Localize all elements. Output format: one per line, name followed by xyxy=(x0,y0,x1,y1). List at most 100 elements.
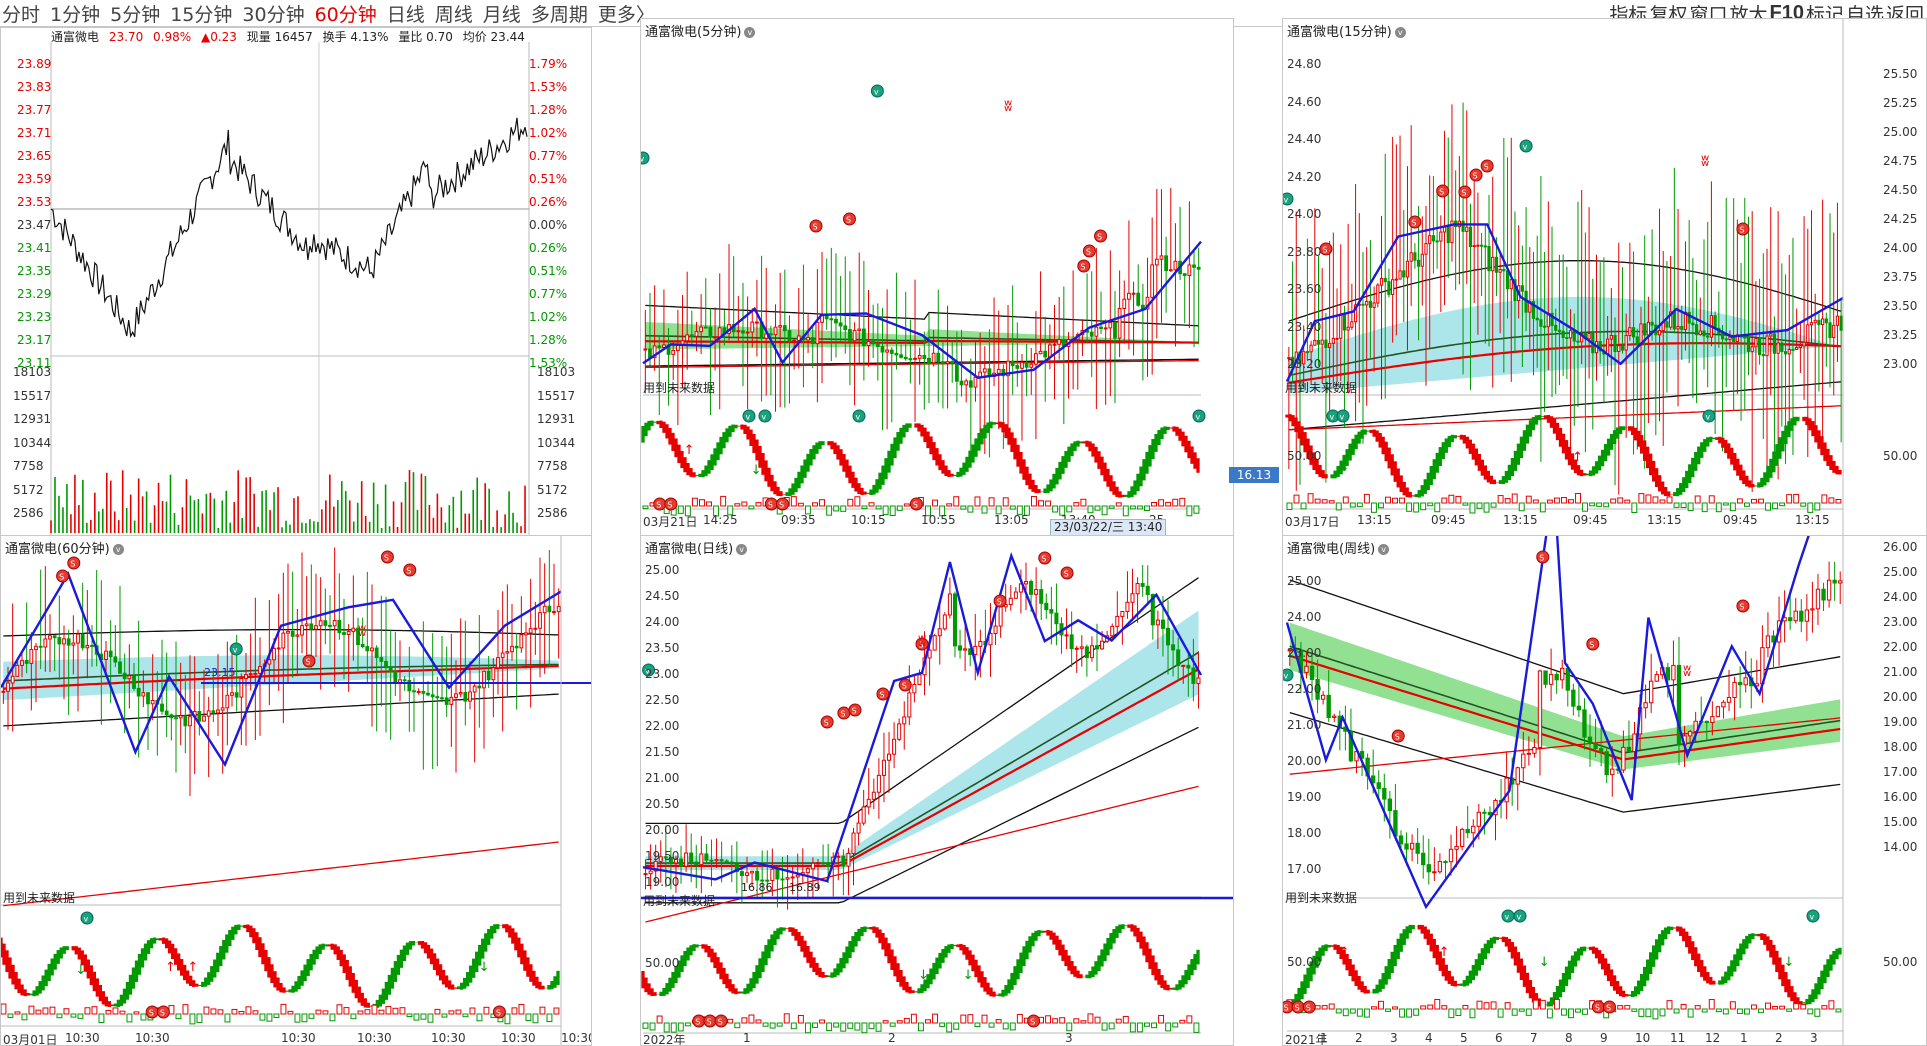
volume-signal-bar xyxy=(49,1006,56,1015)
volume-signal-bar xyxy=(231,1008,238,1015)
candle xyxy=(755,321,759,324)
low-price-label-2: 16.89 xyxy=(789,881,821,894)
volume-signal-bar xyxy=(1765,502,1772,511)
candle xyxy=(1181,664,1186,667)
candle xyxy=(1610,768,1615,776)
candle xyxy=(998,606,1003,627)
price-tick-right: 20.00 xyxy=(1883,690,1918,704)
red-signal-icon xyxy=(1536,550,1550,564)
chevron-down-icon[interactable]: v xyxy=(1394,27,1406,38)
candle xyxy=(684,852,689,867)
candle xyxy=(1680,325,1684,330)
candle xyxy=(668,857,673,864)
candle xyxy=(1835,315,1840,326)
period-tab[interactable]: 30分钟 xyxy=(242,3,305,26)
volume-signal-bar xyxy=(140,1013,147,1021)
volume-signal-bar xyxy=(1532,999,1539,1010)
candle xyxy=(267,659,272,665)
timeshare-panel[interactable]: 通富微电 23.70 0.98% ▲0.23 现量 16457 换手 4.13%… xyxy=(0,27,592,537)
volume-signal-bar xyxy=(1193,505,1200,514)
signal-glyph: S xyxy=(656,501,661,510)
candle xyxy=(739,871,744,876)
volume-signal-bar xyxy=(1448,1008,1455,1019)
period-tab[interactable]: 日线 xyxy=(386,3,425,26)
candle xyxy=(787,330,792,342)
volume-signal-bar xyxy=(953,1022,960,1030)
volume-signal-bar xyxy=(1814,1008,1821,1017)
chevron-down-icon[interactable]: v xyxy=(736,544,748,555)
volume-signal-bar xyxy=(1370,502,1377,513)
candle xyxy=(328,624,332,627)
period-tab[interactable]: 月线 xyxy=(482,3,521,26)
period-tab[interactable]: 分时 xyxy=(2,3,41,26)
volume-signal-bar xyxy=(98,1013,105,1024)
candle xyxy=(164,710,169,716)
red-signal-icon xyxy=(842,212,856,226)
period-tab[interactable]: 多周期 xyxy=(530,3,588,26)
period-tab[interactable]: 15分钟 xyxy=(170,3,233,26)
candle xyxy=(1405,260,1410,278)
volume-signal-bar xyxy=(1059,1017,1066,1024)
candle xyxy=(1454,846,1459,850)
percent-tick: 1.28% xyxy=(529,333,568,347)
candle xyxy=(765,879,770,882)
volume-signal-bar xyxy=(1715,502,1722,513)
volume-signal-bar xyxy=(469,1007,476,1015)
candle xyxy=(671,350,676,355)
candle xyxy=(1732,336,1736,343)
volume-signal-bar xyxy=(797,1014,804,1024)
candle xyxy=(719,859,724,862)
bottom-signal-icon xyxy=(714,1014,728,1028)
volume-signal-bar xyxy=(812,502,818,507)
candle xyxy=(496,657,500,669)
candle xyxy=(1313,339,1317,346)
volume-signal-bar xyxy=(804,505,811,515)
candle xyxy=(304,623,309,627)
candle xyxy=(958,645,963,651)
candle xyxy=(1550,312,1554,326)
candle xyxy=(1543,325,1547,328)
period-tab[interactable]: 60分钟 xyxy=(314,3,377,26)
period-tab[interactable]: 周线 xyxy=(434,3,473,26)
candle xyxy=(1006,360,1010,377)
candle xyxy=(1103,327,1108,330)
candle xyxy=(1125,601,1130,612)
period-tab[interactable]: 1分钟 xyxy=(50,3,101,26)
volume-signal-bar xyxy=(1052,1018,1059,1024)
volume-signal-bar xyxy=(1793,493,1800,504)
period-tab[interactable]: 5分钟 xyxy=(110,3,161,26)
candle xyxy=(704,853,709,861)
price-tick-right: 15.00 xyxy=(1883,815,1918,829)
chevron-down-icon[interactable]: v xyxy=(112,544,124,555)
candle xyxy=(1034,589,1039,595)
volume-signal-bar xyxy=(1553,497,1560,504)
candle xyxy=(1554,673,1559,681)
signal-glyph: S xyxy=(1080,263,1085,272)
signal-glyph: S xyxy=(59,573,64,582)
time-tick: 1 xyxy=(743,1031,751,1045)
time-tick: 2022年 xyxy=(643,1033,686,1046)
panel-title: 通富微电(5分钟) v xyxy=(645,21,756,40)
down-arrow-icon: ↓ xyxy=(1339,460,1350,475)
chevron-down-icon[interactable]: v xyxy=(1378,544,1390,555)
candle xyxy=(1631,327,1636,338)
candle xyxy=(1765,635,1771,649)
volume-signal-bar xyxy=(112,1007,119,1015)
down-arrow-icon: ↓ xyxy=(751,463,762,478)
chevron-down-icon[interactable]: v xyxy=(744,27,756,38)
candle xyxy=(1810,608,1815,611)
volume-signal-bar xyxy=(925,1019,931,1024)
volume-signal-bar xyxy=(511,1007,518,1015)
hline-price-label: 23.15 xyxy=(204,666,236,679)
volume-signal-bar xyxy=(734,503,741,507)
candle xyxy=(1029,363,1034,368)
candle xyxy=(407,680,412,692)
candle xyxy=(1122,298,1127,309)
candle xyxy=(463,692,468,702)
